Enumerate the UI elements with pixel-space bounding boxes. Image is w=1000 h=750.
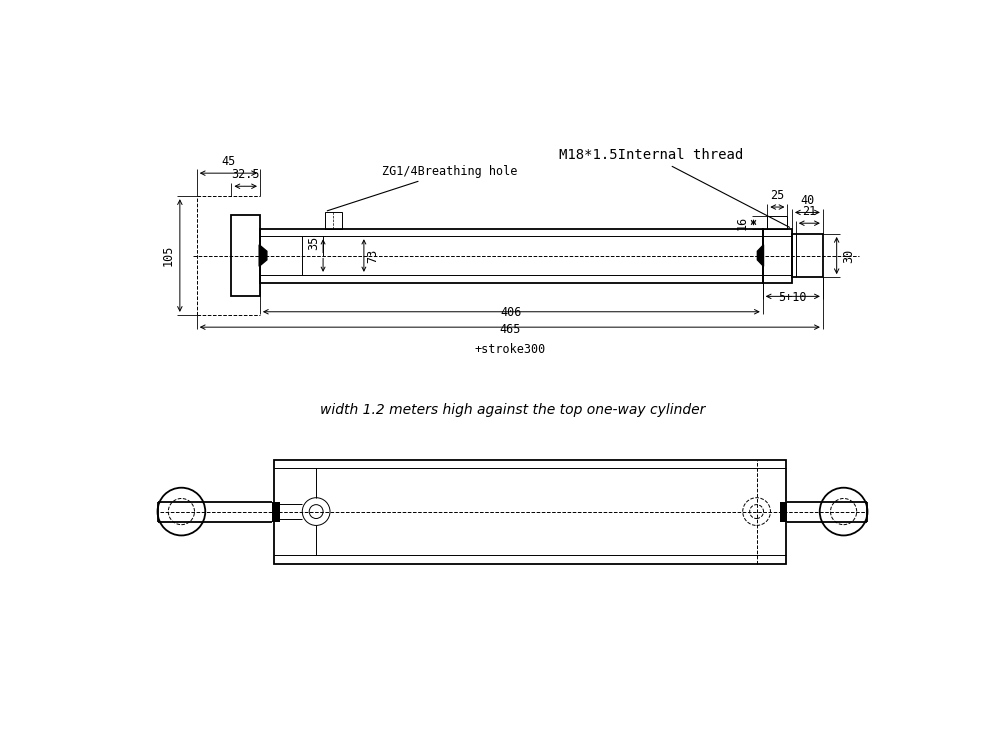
Text: 25: 25 — [770, 189, 785, 202]
Bar — [792, 234, 823, 277]
Text: 40: 40 — [800, 194, 815, 207]
Text: 5+10: 5+10 — [779, 291, 807, 304]
Polygon shape — [780, 502, 787, 521]
Bar — [767, 216, 787, 229]
Text: 73: 73 — [366, 248, 379, 262]
Text: 30: 30 — [842, 248, 855, 262]
Polygon shape — [259, 244, 267, 266]
Text: ZG1/4Breathing hole: ZG1/4Breathing hole — [327, 165, 517, 211]
Bar — [763, 229, 792, 283]
Bar — [231, 214, 260, 296]
Text: width 1.2 meters high against the top one-way cylinder: width 1.2 meters high against the top on… — [320, 403, 705, 416]
Bar — [325, 211, 342, 229]
Bar — [274, 460, 786, 563]
Text: M18*1.5Internal thread: M18*1.5Internal thread — [559, 148, 790, 227]
Text: 465: 465 — [499, 322, 520, 335]
Polygon shape — [757, 244, 764, 266]
Text: 35: 35 — [307, 236, 320, 250]
Bar — [260, 229, 763, 283]
Text: 406: 406 — [501, 306, 522, 320]
Text: 105: 105 — [161, 244, 174, 266]
Polygon shape — [272, 502, 280, 521]
Text: 45: 45 — [221, 154, 235, 168]
Text: 32.5: 32.5 — [231, 168, 260, 181]
Text: 21: 21 — [802, 205, 816, 218]
Text: 16: 16 — [736, 215, 749, 229]
Text: +stroke300: +stroke300 — [474, 343, 545, 355]
